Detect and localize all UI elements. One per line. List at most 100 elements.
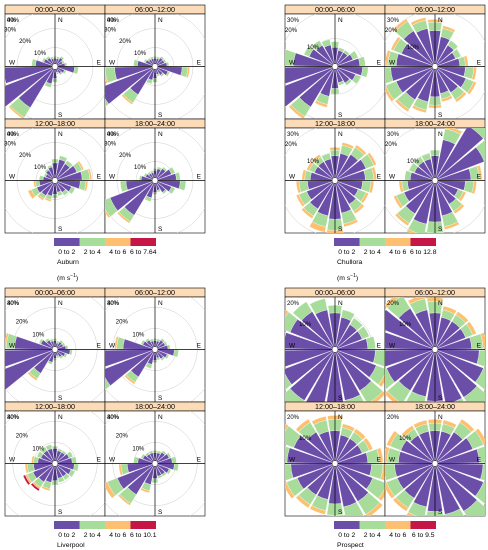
site-name: Prospect: [337, 542, 364, 549]
wedge-dir13-bin1: [120, 180, 128, 193]
wedge-dir7-bin2: [353, 203, 365, 214]
wedge-dir13-bin1: [264, 350, 282, 372]
compass-w: W: [109, 343, 116, 350]
wedge-dir10-bin2: [44, 197, 52, 202]
legend-swatch: [79, 521, 105, 529]
ring-label: 0%: [107, 18, 116, 24]
wedge-dir7-bin1: [161, 189, 168, 195]
wedge-dir1-bin1: [56, 56, 61, 60]
compass-n: N: [438, 300, 443, 307]
legend-label: 6 to 9.5: [412, 532, 435, 539]
wedge-dir11-bin3: [30, 482, 40, 492]
legend-swatch: [410, 521, 436, 529]
wedge-dir14-bin1: [285, 332, 287, 337]
ring-label: 20%: [285, 28, 298, 34]
wedge-dir12-bin2: [285, 481, 295, 499]
ring-label: 30%: [4, 27, 17, 33]
wedge-dir14-bin2: [385, 446, 390, 463]
wedge-dir14-bin1: [133, 59, 139, 67]
legend-label: 0 to 2: [58, 532, 75, 539]
wedge-dir14-bin2: [31, 455, 35, 464]
ring-label: 10%: [32, 332, 45, 338]
wedge-dir15-bin1: [41, 57, 46, 63]
wedge-dir4-bin2: [463, 55, 469, 67]
wedge-dir12-bin2: [257, 95, 272, 119]
wedge-dir4-bin2: [371, 166, 377, 180]
wedge-dir13-bin2: [105, 67, 108, 84]
ring-label: 30%: [287, 132, 300, 138]
wedge-dir5-bin1: [373, 350, 385, 367]
ring-label: 20%: [385, 142, 398, 148]
rose-area: [257, 14, 385, 119]
compass-w: W: [289, 343, 296, 350]
compass-s: S: [58, 509, 63, 516]
legend-label: 2 to 4: [84, 532, 101, 539]
ring-label: 20%: [287, 301, 300, 307]
ring-label: 30%: [287, 18, 300, 24]
calm-circle: [51, 460, 59, 467]
wedge-dir17-bin2: [413, 419, 428, 429]
wedge-dir13-bin2: [118, 463, 123, 476]
wedge-dir6-bin1: [165, 71, 170, 77]
compass-n: N: [58, 131, 63, 138]
compass-w: W: [389, 343, 396, 350]
compass-w: W: [9, 457, 16, 464]
wedge-dir13-bin2: [33, 180, 37, 188]
wedge-dir10-bin2: [406, 228, 418, 233]
wedge-dir11-bin2: [8, 105, 25, 119]
wedge-dir2-bin1: [471, 128, 485, 139]
rose-area: [264, 297, 385, 402]
wedge-dir13-bin2: [296, 180, 302, 194]
wedge-dir15-bin1: [38, 338, 44, 345]
compass-w: W: [9, 343, 16, 350]
compass-s: S: [438, 112, 443, 119]
compass-w: W: [9, 60, 16, 67]
calm-circle: [151, 63, 159, 70]
rose-area: [385, 411, 485, 516]
ring-label: 10%: [407, 45, 420, 51]
wedge-dir16-bin1: [147, 57, 151, 62]
legend-swatch: [54, 238, 80, 246]
wedge-dir6-bin1: [164, 353, 170, 360]
wedge-dir11-bin2: [392, 497, 409, 512]
wedge-dir3-bin1: [168, 166, 176, 175]
wedge-dir10-bin2: [309, 505, 326, 515]
ring-label: 40%: [7, 132, 20, 138]
panel-prospect-0: 00:00–06:00 N S E W 10% 20%: [264, 287, 386, 403]
wedge-dir12-bin1: [285, 106, 286, 108]
wedge-dir13-bin2: [24, 463, 29, 474]
wedge-dir1-bin1: [56, 340, 60, 344]
wedge-dir14-bin2: [268, 442, 275, 463]
wedge-dir12-bin2: [393, 195, 403, 209]
calm-circle: [431, 63, 439, 70]
wedge-dir1-bin1: [57, 448, 63, 453]
wedge-dir8-bin1: [453, 398, 465, 402]
wedge-dir15-bin1: [140, 453, 146, 460]
compass-s: S: [338, 112, 343, 119]
wedge-dir7-bin2: [454, 91, 467, 103]
wedge-dir8-bin1: [56, 355, 60, 359]
wedge-dir4-bin2: [476, 164, 483, 180]
wedge-dir7-bin1: [159, 72, 165, 77]
ring-label: 20%: [385, 28, 398, 34]
wedge-dir13-bin1: [285, 464, 294, 481]
wedge-dir5-bin1: [69, 349, 73, 356]
wedge-dir4-bin2: [376, 447, 384, 463]
compass-n: N: [158, 414, 163, 421]
compass-e: E: [477, 60, 482, 67]
wedge-dir8-bin1: [56, 71, 60, 75]
compass-w: W: [289, 457, 296, 464]
ring-label: 40%: [7, 301, 20, 307]
wedge-dir16-bin2: [392, 18, 409, 33]
compass-e: E: [97, 343, 102, 350]
wedge-dir3-bin1: [61, 342, 66, 347]
wedge-dir5-bin1: [476, 350, 485, 367]
wedge-dir7-bin1: [62, 473, 70, 481]
wedge-dir4-bin1: [175, 172, 181, 181]
panel-liverpool-0: 00:00–06:00 N S E W 10% 20% 30%40%: [4, 287, 106, 403]
wedge-dir17-bin1: [47, 164, 53, 169]
panel-prospect-1: 06:00–12:00 N S E W 10% 20%: [384, 287, 486, 403]
wedge-dir6-bin2: [360, 192, 369, 204]
panel-title: 18:00–24:00: [415, 119, 455, 128]
wedge-dir15-bin1: [385, 308, 387, 311]
